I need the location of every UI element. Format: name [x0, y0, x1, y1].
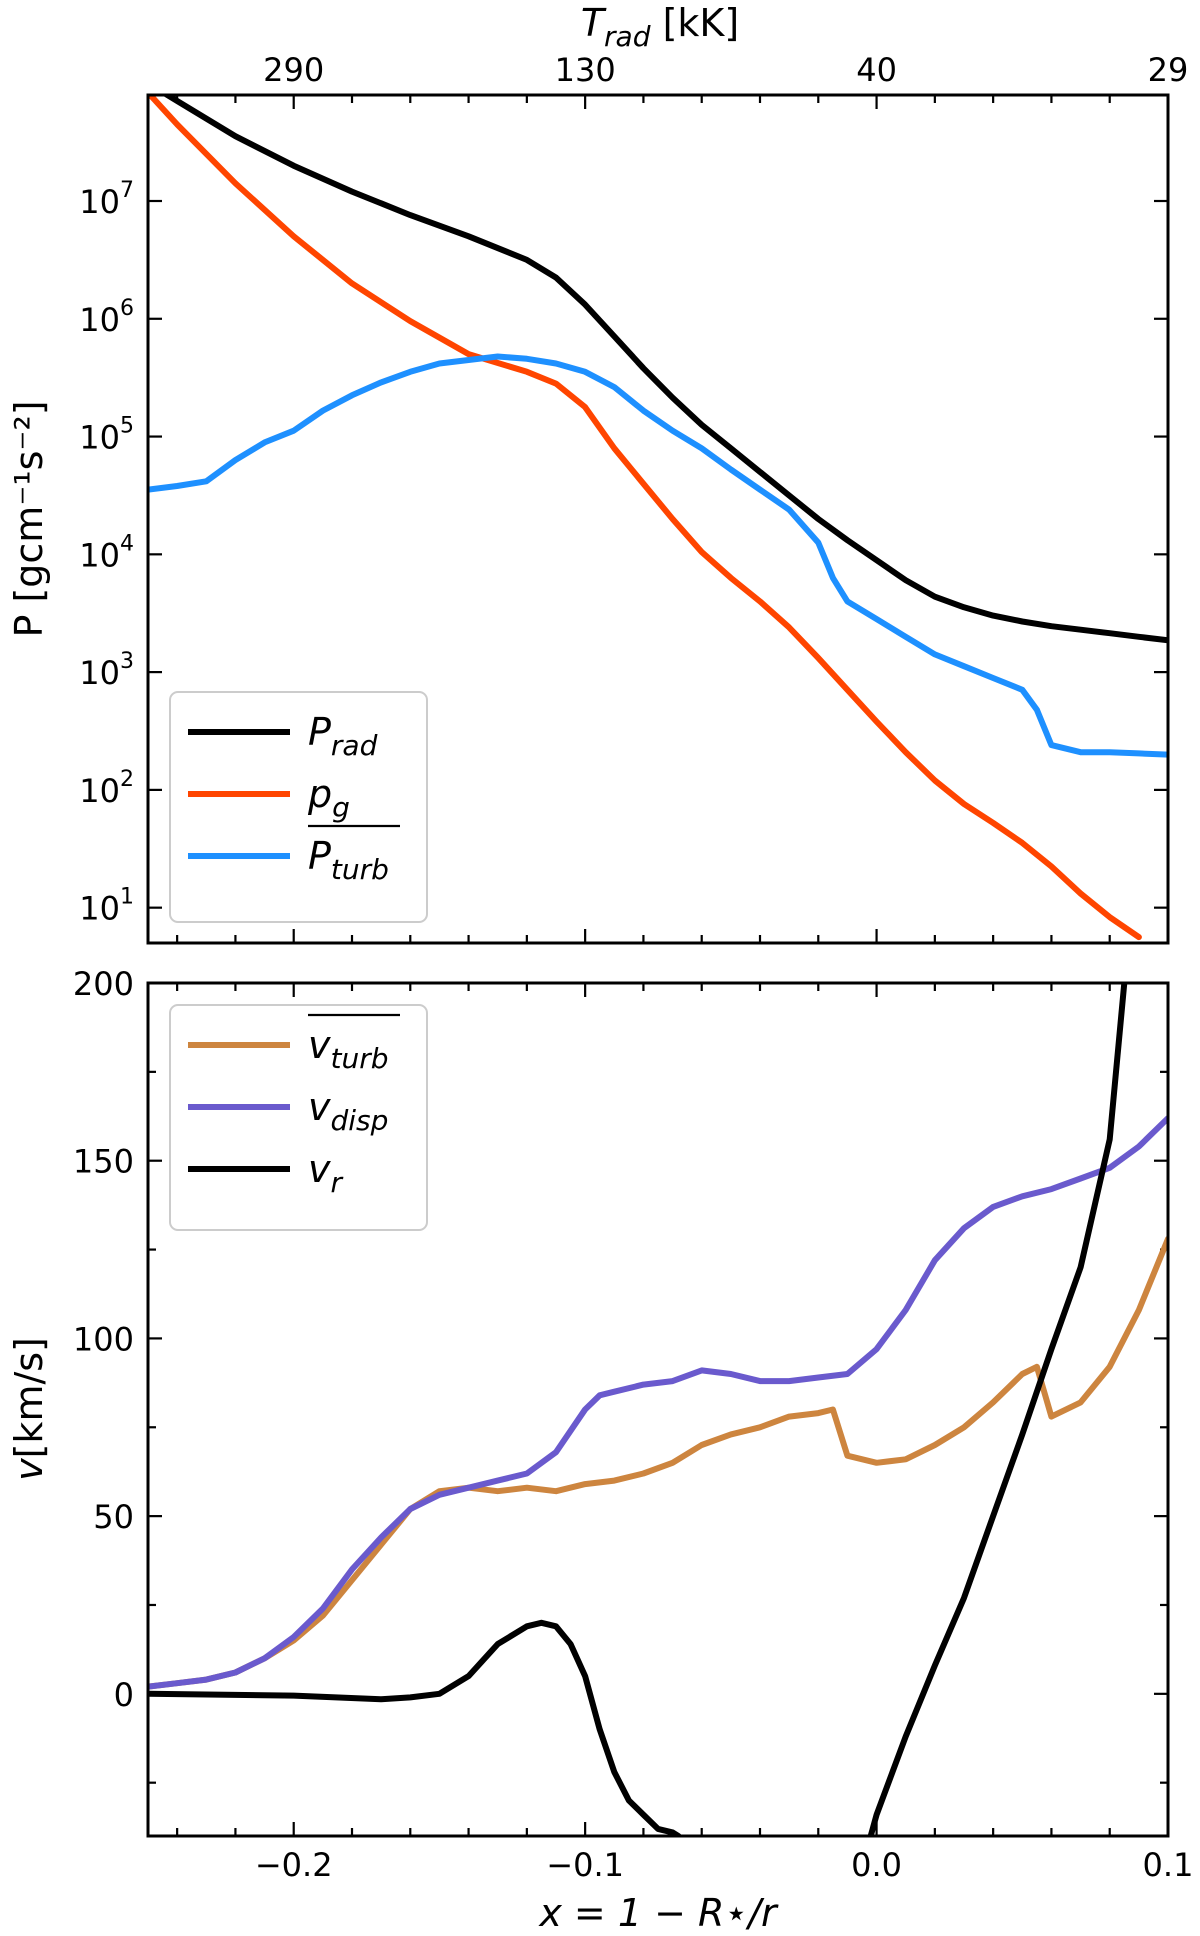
top-y-tick-base: 10	[79, 301, 120, 339]
top-y-tick-label: 104	[79, 531, 134, 574]
top-y-tick-label: 105	[79, 414, 134, 457]
legend-entry-label: vturb	[308, 1023, 389, 1075]
top-y-tick-exponent: 5	[120, 414, 134, 439]
legend-entry-subscript: g	[332, 791, 350, 824]
legend-frame	[169, 1004, 428, 1231]
top-y-tick-exponent: 3	[120, 649, 134, 674]
legend-entry-subscript: disp	[331, 1104, 389, 1137]
bottom-y-tick-label: 100	[73, 1320, 134, 1358]
bottom-panel-frame	[146, 981, 1170, 1838]
series-line-v-r	[148, 983, 1128, 1836]
legend-entry-symbol: P	[308, 710, 331, 754]
legend-entry-symbol: v	[308, 1023, 331, 1067]
bottom-x-axis-label: x = 1 − R⋆/r	[538, 1891, 779, 1935]
top-axis-tick-label: 130	[555, 51, 616, 89]
legend-entry-label: vr	[308, 1147, 344, 1199]
top-y-tick-label: 103	[79, 649, 134, 692]
top-axis-tick-label: 40	[856, 51, 897, 89]
bottom-x-tick-label: −0.1	[546, 1846, 624, 1884]
legend-entry-subscript: rad	[331, 729, 378, 762]
top-y-tick-label: 107	[79, 178, 134, 221]
bottom-x-tick-label: −0.2	[255, 1846, 333, 1884]
legend-entry-symbol: v	[308, 1085, 331, 1129]
legend-entry-symbol: v	[308, 1147, 331, 1191]
top-y-tick-base: 10	[79, 890, 120, 928]
top-axis-title-symbol: T	[581, 1, 607, 45]
series-line-p-g	[148, 95, 1142, 941]
top-y-axis-label: P [gcm⁻¹s⁻²]	[7, 400, 51, 637]
top-y-tick-base: 10	[79, 536, 120, 574]
bottom-y-axis-label-symbol: v	[7, 1458, 51, 1481]
series-line-p-rad	[161, 95, 1168, 644]
top-y-tick-base: 10	[79, 654, 120, 692]
legend-entry-symbol: p	[307, 772, 332, 816]
top-y-tick-exponent: 1	[120, 885, 134, 910]
top-y-tick-label: 102	[79, 767, 134, 810]
bottom-y-tick-label: 50	[93, 1498, 134, 1536]
legend-entry-label: Prad	[308, 710, 378, 762]
top-y-tick-exponent: 7	[120, 178, 134, 203]
legend-entry-label: pg	[307, 772, 350, 824]
bottom-y-tick-label: 150	[73, 1143, 134, 1181]
legend-frame	[169, 691, 428, 923]
top-y-tick-exponent: 6	[120, 296, 134, 321]
bottom-y-tick-label: 0	[114, 1676, 134, 1714]
bottom-y-axis-label-units: [km/s]	[7, 1337, 51, 1458]
top-y-tick-base: 10	[79, 772, 120, 810]
top-y-tick-label: 101	[79, 885, 134, 928]
legend-entry-subscript: turb	[331, 1042, 389, 1075]
legend-entry-label: vdisp	[308, 1085, 388, 1137]
series-line-p-turb	[148, 353, 1168, 758]
bottom-y-axis-label: v[km/s]	[7, 1337, 51, 1481]
top-y-tick-base: 10	[79, 419, 120, 457]
bottom-x-tick-label: 0.1	[1143, 1846, 1194, 1884]
legend-entry-subscript: turb	[331, 853, 389, 886]
legend-entry-label: Pturb	[308, 834, 389, 886]
series-line-v-disp	[148, 1115, 1168, 1690]
series-line-v-turb	[148, 1235, 1168, 1690]
top-axis-title-subscript: rad	[604, 20, 651, 53]
top-y-tick-base: 10	[79, 183, 120, 221]
legend-entry-subscript: r	[331, 1166, 344, 1199]
top-axis-tick-label: 29	[1148, 51, 1189, 89]
top-y-tick-exponent: 4	[120, 531, 134, 556]
top-axis-title: Trad [kK]	[581, 1, 739, 53]
bottom-x-tick-label: 0.0	[851, 1846, 902, 1884]
top-axis-title-units: [kK]	[651, 1, 740, 45]
top-panel-series	[148, 95, 1168, 941]
top-y-tick-label: 106	[79, 296, 134, 339]
top-panel-frame	[146, 93, 1170, 945]
bottom-y-tick-label: 200	[73, 965, 134, 1003]
legend-entry-symbol: P	[308, 834, 331, 878]
bottom-panel-series	[148, 983, 1168, 1836]
top-y-tick-exponent: 2	[120, 767, 134, 792]
top-axis-tick-label: 290	[263, 51, 324, 89]
